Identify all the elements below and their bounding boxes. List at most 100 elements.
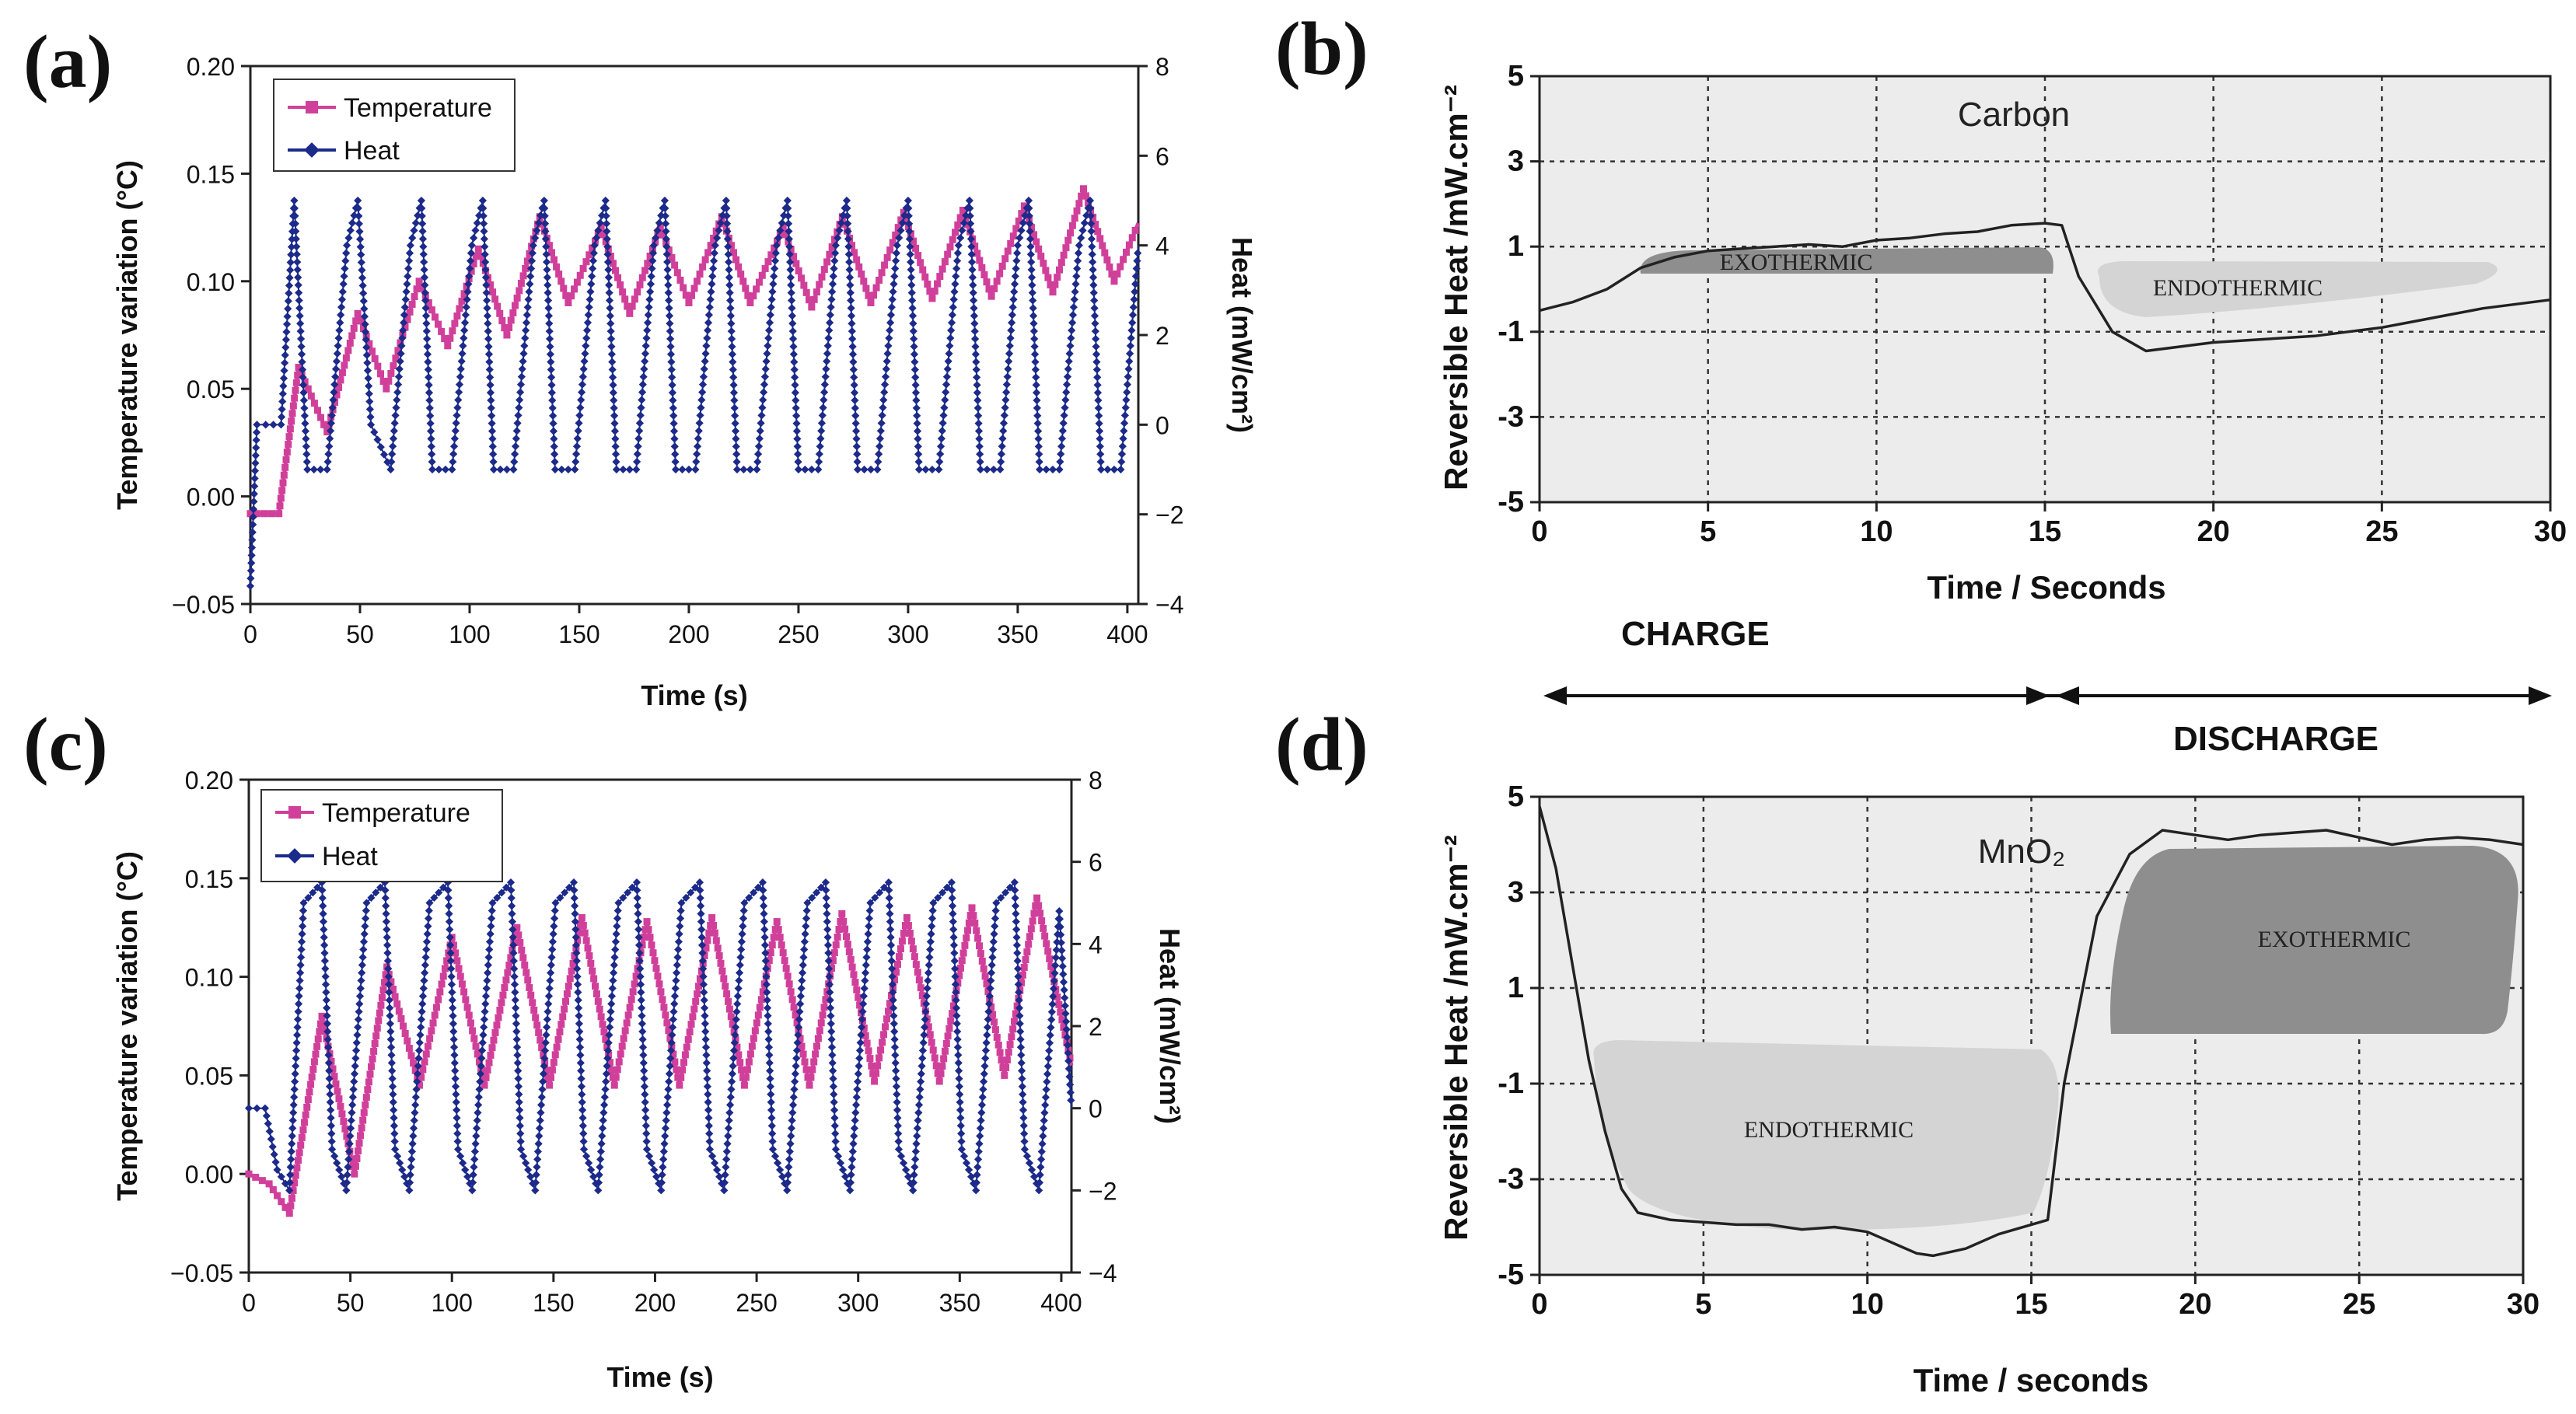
data-point-heat	[1013, 241, 1022, 250]
data-point-heat	[298, 365, 307, 374]
data-point-heat	[246, 567, 255, 575]
data-point-heat	[247, 543, 257, 552]
data-point-heat	[362, 343, 371, 351]
data-point-heat	[486, 373, 495, 382]
data-point-heat	[539, 1070, 548, 1078]
data-point-heat	[452, 1090, 460, 1098]
data-point-heat	[847, 304, 855, 312]
data-point-temperature	[301, 378, 309, 386]
data-point-temperature	[387, 369, 395, 377]
data-point-heat	[419, 250, 428, 259]
data-point-temperature	[1117, 263, 1124, 271]
data-point-heat	[510, 965, 519, 973]
data-point-heat	[1026, 227, 1034, 236]
data-point-heat	[912, 1140, 921, 1148]
data-point-heat	[830, 249, 840, 257]
data-point-temperature	[915, 976, 923, 984]
data-point-temperature	[1125, 241, 1133, 249]
data-point-heat	[1119, 435, 1127, 443]
x-tick-label: 150	[533, 1289, 574, 1317]
data-point-heat	[409, 1124, 418, 1133]
data-point-temperature	[387, 978, 395, 986]
data-point-heat	[791, 389, 799, 397]
data-point-heat	[423, 342, 432, 351]
data-point-heat	[460, 319, 470, 327]
legend-text-heat-a: Heat	[344, 136, 400, 166]
data-point-heat	[393, 380, 403, 389]
data-point-heat	[533, 1163, 541, 1171]
data-point-temperature	[265, 1180, 273, 1188]
data-point-heat	[604, 273, 613, 281]
data-point-heat	[670, 435, 679, 443]
data-point-temperature	[802, 288, 810, 296]
data-point-heat	[421, 281, 429, 289]
data-point-temperature	[704, 937, 711, 944]
data-point-temperature	[1051, 281, 1059, 288]
data-point-temperature	[757, 996, 765, 1004]
data-point-heat	[462, 303, 470, 312]
data-point-temperature	[1013, 1002, 1021, 1010]
data-point-heat	[1092, 350, 1101, 358]
data-point-temperature	[407, 1052, 415, 1060]
data-point-heat	[707, 288, 715, 296]
data-point-temperature	[631, 980, 638, 988]
data-point-heat	[449, 442, 459, 451]
data-point-heat	[706, 295, 715, 304]
data-point-heat	[978, 1093, 987, 1102]
data-point-temperature	[365, 340, 373, 347]
data-point-heat	[534, 218, 543, 227]
data-point-heat	[572, 442, 582, 451]
data-point-heat	[411, 1093, 420, 1102]
data-point-heat	[644, 311, 652, 319]
data-point-heat	[973, 396, 982, 405]
data-point-temperature	[890, 976, 898, 984]
data-point-heat	[348, 1109, 356, 1117]
data-point-temperature	[428, 1027, 435, 1035]
data-point-temperature	[582, 937, 590, 944]
data-point-temperature	[980, 271, 988, 278]
data-point-temperature	[578, 914, 585, 922]
data-point-heat	[642, 333, 651, 343]
data-point-heat	[652, 1172, 661, 1181]
data-point-heat	[1019, 1122, 1028, 1130]
data-point-heat	[727, 319, 736, 328]
data-point-heat	[289, 1109, 298, 1117]
data-point-heat	[447, 972, 456, 981]
data-point-heat	[697, 917, 705, 926]
data-point-heat	[502, 465, 511, 474]
data-point-heat	[768, 1137, 777, 1146]
data-point-heat	[729, 373, 738, 382]
data-point-temperature	[829, 957, 837, 965]
data-point-heat	[703, 1082, 712, 1091]
data-point-heat	[886, 933, 895, 941]
data-point-heat	[585, 295, 594, 304]
data-point-temperature	[1020, 963, 1028, 971]
data-point-heat	[529, 241, 537, 250]
data-point-heat	[342, 1178, 351, 1187]
data-point-temperature	[651, 957, 659, 965]
data-point-temperature	[438, 327, 446, 335]
data-point-heat	[911, 381, 920, 389]
data-point-heat	[365, 389, 373, 398]
data-point-heat	[1028, 281, 1036, 289]
data-point-heat	[536, 1116, 544, 1125]
data-point-temperature	[701, 256, 709, 264]
data-point-heat	[1121, 403, 1130, 412]
data-point-temperature	[883, 253, 891, 261]
data-point-temperature	[436, 988, 444, 996]
x-tick-label: 10	[1860, 515, 1893, 548]
data-point-heat	[728, 342, 736, 351]
data-point-heat	[1061, 396, 1070, 404]
data-point-heat	[910, 334, 918, 344]
data-point-temperature	[609, 260, 617, 267]
data-point-heat	[695, 419, 704, 428]
data-point-heat	[606, 312, 614, 320]
data-point-heat	[302, 450, 311, 459]
data-point-heat	[417, 196, 426, 205]
data-point-heat	[549, 411, 557, 420]
x-tick-label: 250	[736, 1289, 777, 1317]
data-point-heat	[1014, 972, 1022, 981]
data-point-heat	[390, 1137, 399, 1146]
y2-tick-label: 0	[1089, 1095, 1103, 1123]
data-point-temperature	[332, 1080, 340, 1088]
